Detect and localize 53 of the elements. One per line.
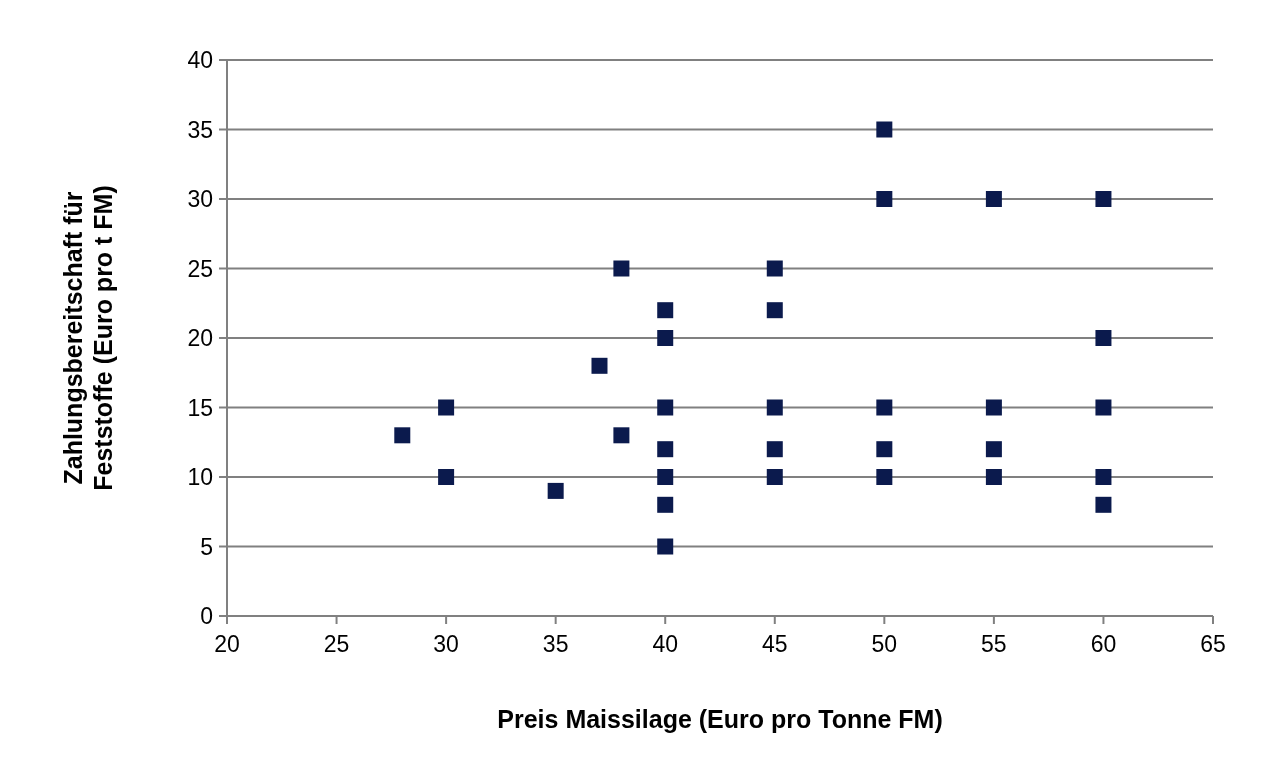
point — [613, 427, 630, 444]
point — [438, 469, 455, 485]
point — [657, 538, 674, 555]
point — [766, 469, 783, 485]
point — [985, 469, 1002, 485]
point — [766, 302, 783, 319]
point — [876, 469, 893, 485]
point — [1095, 399, 1112, 416]
y-tick-label: 10 — [187, 464, 213, 491]
point — [985, 441, 1002, 458]
x-tick-label: 45 — [761, 631, 788, 657]
point — [657, 399, 674, 416]
point — [1095, 330, 1112, 346]
y-tick-label: 35 — [187, 116, 213, 143]
x-tick-label: 30 — [433, 631, 459, 657]
y-tick-label: 25 — [187, 255, 213, 282]
point — [766, 441, 783, 458]
y-axis-title: Zahlungsbereitschaft für Feststoffe (Euro pro t FM) — [59, 185, 117, 491]
point — [547, 482, 564, 499]
x-tick-label: 50 — [871, 631, 898, 657]
y-tick-label: 0 — [200, 603, 213, 630]
point — [876, 121, 893, 138]
point — [766, 260, 783, 277]
point — [1095, 469, 1112, 485]
y-tick-label: 5 — [200, 533, 213, 560]
x-tick-label: 35 — [542, 631, 569, 657]
point — [876, 399, 893, 416]
x-tick-label: 25 — [323, 631, 350, 657]
point — [766, 399, 783, 416]
x-tick-label: 55 — [981, 631, 1007, 657]
point — [657, 441, 674, 458]
point — [591, 357, 608, 374]
x-tick-label: 40 — [652, 631, 679, 657]
point — [985, 191, 1002, 207]
point — [985, 399, 1002, 416]
x-tick-label: 60 — [1090, 631, 1117, 657]
x-axis-title: Preis Maissilage (Euro pro Tonne FM) — [497, 705, 943, 733]
point — [613, 260, 630, 277]
point — [657, 330, 674, 346]
point — [394, 427, 411, 444]
point — [657, 302, 674, 319]
y-tick-label: 20 — [187, 325, 213, 352]
point — [1095, 191, 1112, 207]
point — [438, 399, 455, 416]
y-tick-label: 30 — [187, 186, 213, 213]
x-tick-label: 65 — [1200, 631, 1226, 657]
y-tick-label: 40 — [187, 47, 213, 74]
y-tick-label: 15 — [187, 394, 213, 421]
point — [876, 191, 893, 207]
point — [876, 441, 893, 458]
point — [657, 496, 674, 513]
point — [657, 469, 674, 485]
point — [1095, 496, 1112, 513]
